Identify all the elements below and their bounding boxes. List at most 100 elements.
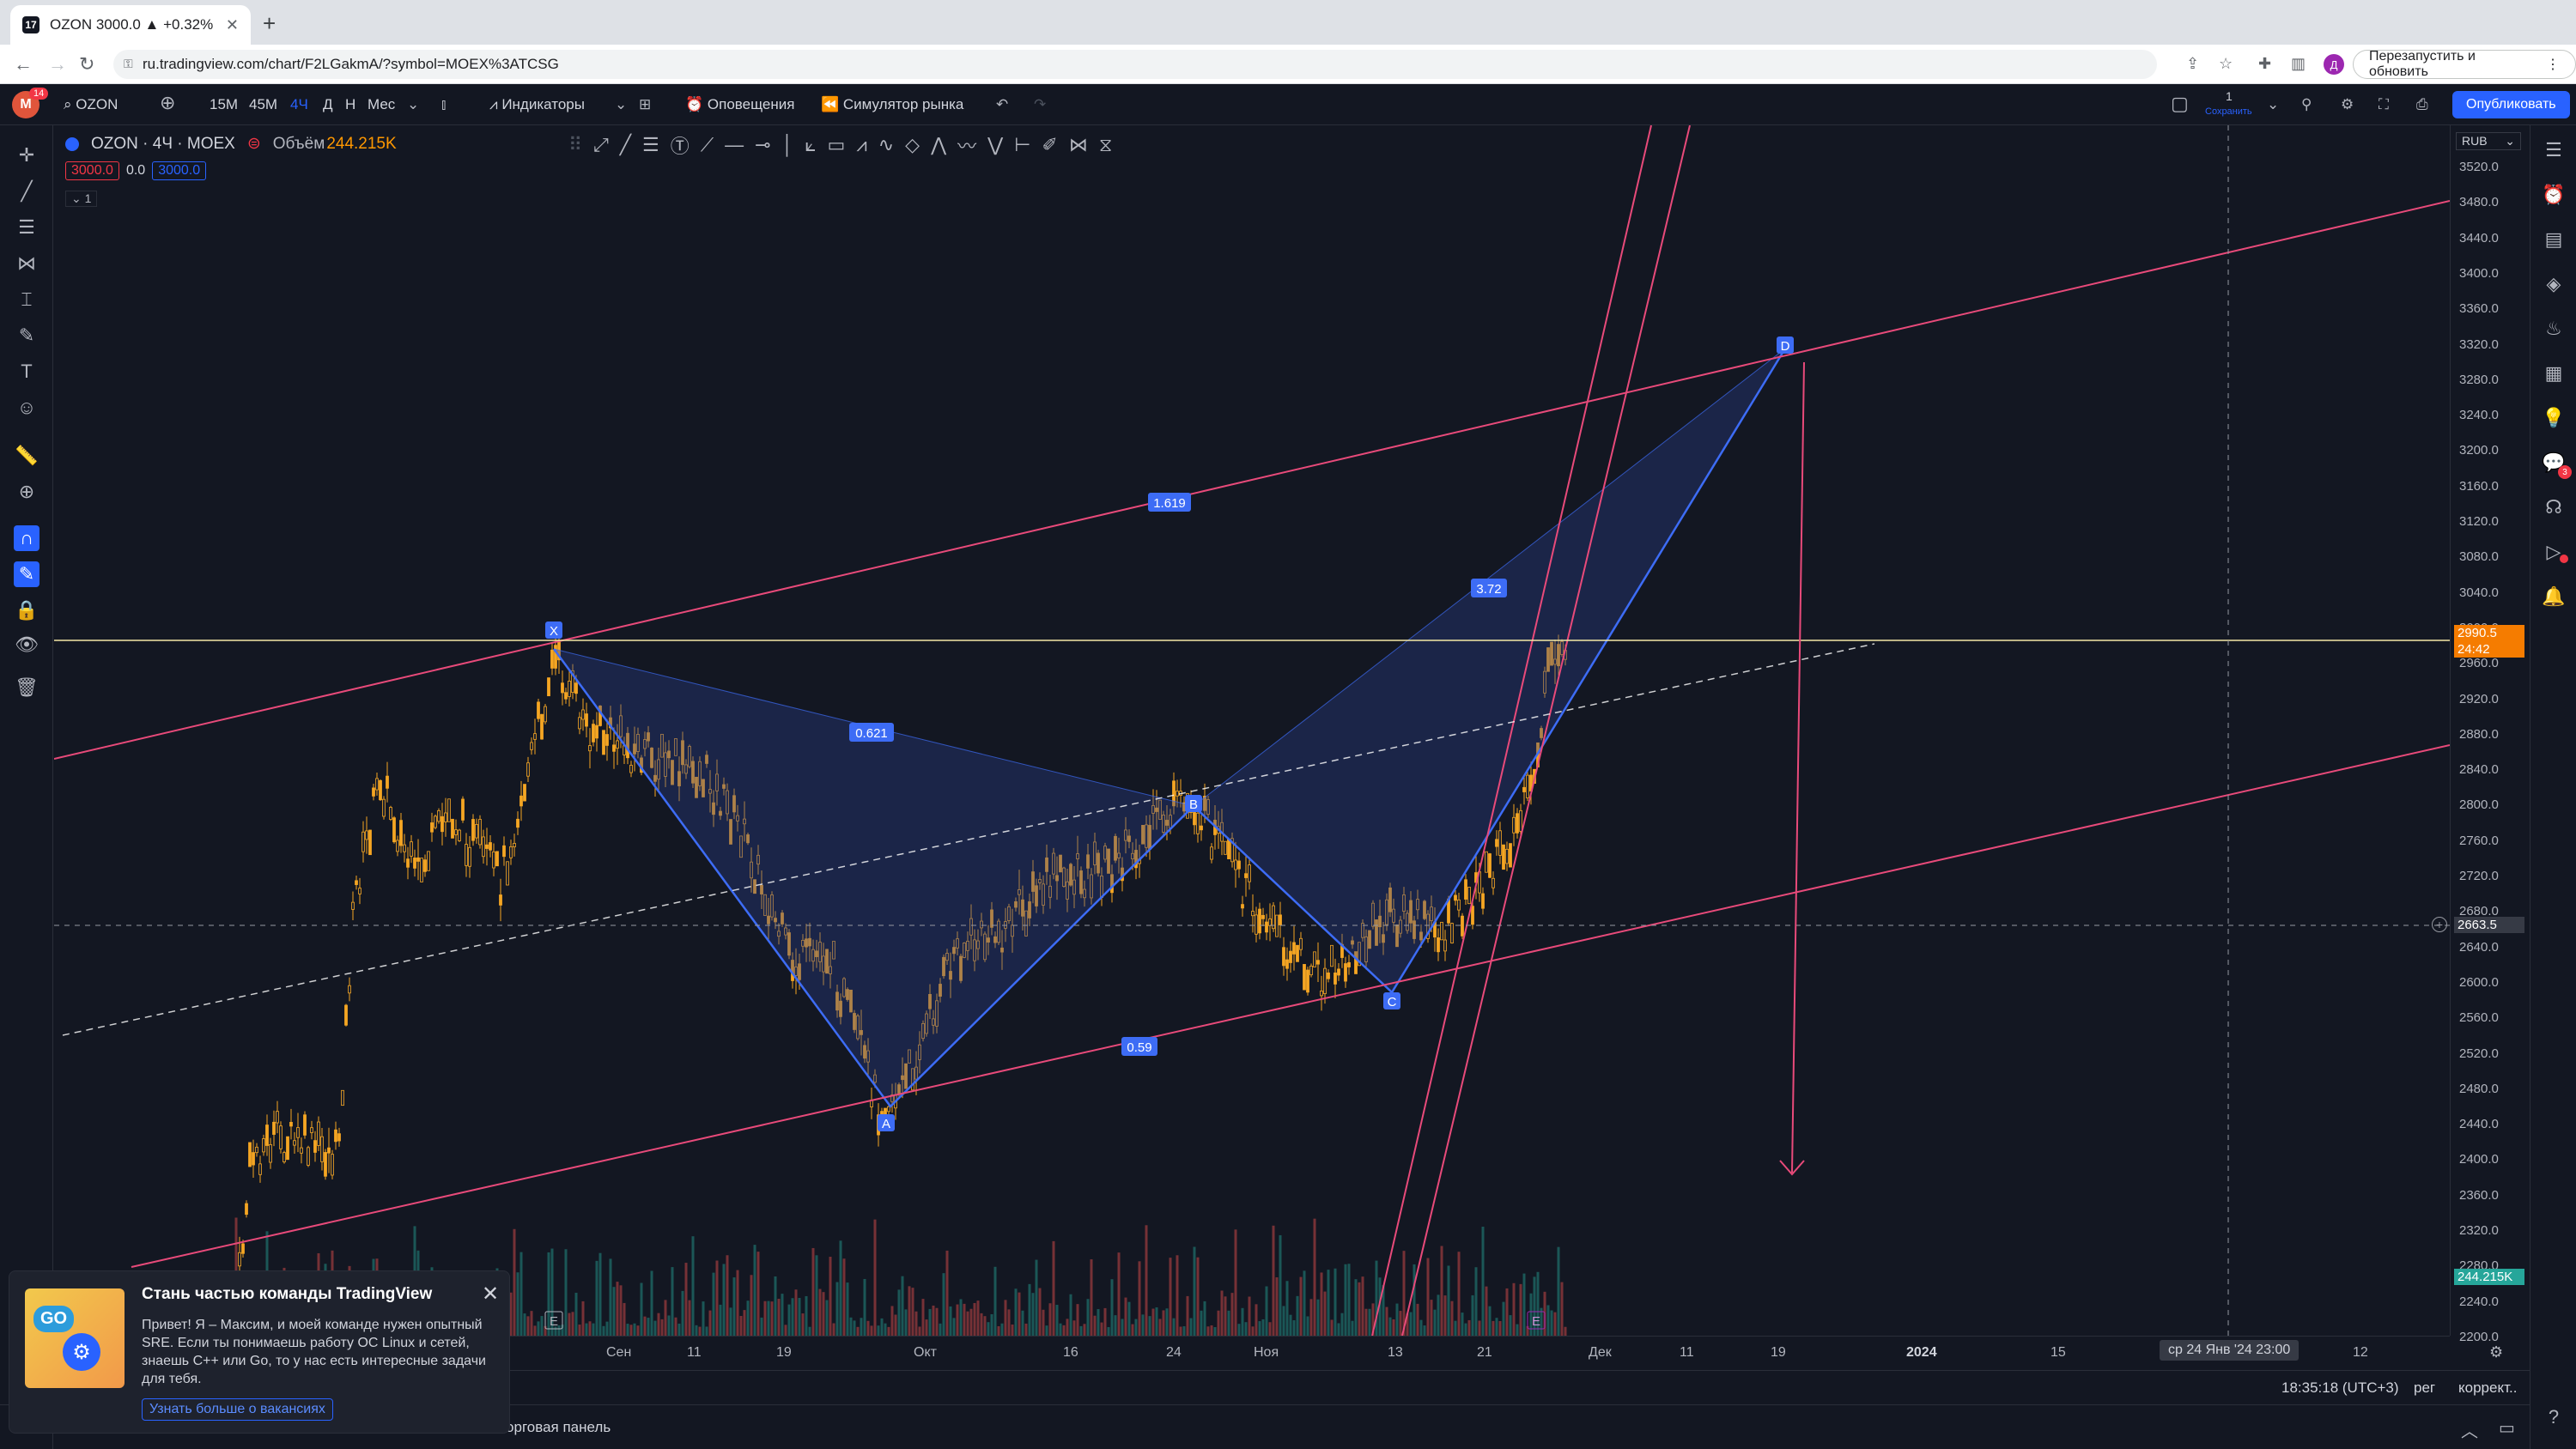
quick-search-icon[interactable]: ⚲ xyxy=(2301,96,2312,112)
trend-line-icon[interactable]: ╱ xyxy=(21,180,33,202)
brush-icon[interactable]: ✎ xyxy=(18,324,35,346)
watchlist-icon[interactable]: ☰ xyxy=(2545,139,2562,161)
url-field[interactable]: ⚿ ru.tradingview.com/chart/F2LGakmA/?sym… xyxy=(113,50,2157,79)
regular-session-toggle[interactable]: рег xyxy=(2414,1379,2436,1396)
sell-price[interactable]: 3000.0 xyxy=(65,161,119,180)
legend-title[interactable]: OZON · 4Ч · MOEX xyxy=(91,134,235,153)
interval-d[interactable]: Д xyxy=(323,96,333,112)
time-axis-settings-icon[interactable]: ⚙ xyxy=(2489,1343,2504,1361)
browser-tab[interactable]: 17 OZON 3000.0 ▲ +0.32% 1 ✕ xyxy=(10,5,251,45)
time-axis[interactable]: 22Сен1119Окт1624Ноя1321Дек1119202415Фев1… xyxy=(54,1336,2503,1370)
drag-handle-icon[interactable]: ⠿ xyxy=(568,134,583,155)
interval-4h[interactable]: 4Ч xyxy=(290,96,308,112)
ray-tool-icon[interactable]: ⟋ xyxy=(700,134,714,155)
brush-tool-icon[interactable]: ✐ xyxy=(1042,134,1058,155)
notifications-bell-icon[interactable]: 🔔 xyxy=(2542,585,2566,607)
clock[interactable]: 18:35:18 (UTC+3) xyxy=(2281,1379,2399,1396)
head-shoulders-icon[interactable]: ⋈ xyxy=(1068,134,1088,155)
line-tool-icon[interactable]: ╱ xyxy=(619,134,631,155)
text-tool-icon[interactable]: Ⓣ xyxy=(670,136,690,157)
candles-style-icon[interactable]: ⫾ xyxy=(441,96,447,112)
horizontal-ray-icon[interactable]: ⊸ xyxy=(755,134,771,155)
bookmark-star-icon[interactable]: ☆ xyxy=(2219,55,2233,72)
publish-button[interactable]: Опубликовать xyxy=(2452,91,2570,118)
vertical-line-icon[interactable]: │ xyxy=(781,134,794,155)
forward-icon[interactable]: → xyxy=(48,53,67,75)
price-chart[interactable]: X A B C D 1.619 3.72 0.621 0.59 E E xyxy=(54,125,2450,1336)
relaunch-button[interactable]: Перезапустить и обновить ⋮ xyxy=(2353,49,2576,79)
close-tab-icon[interactable]: ✕ xyxy=(225,15,239,33)
buy-price[interactable]: 3000.0 xyxy=(152,161,207,180)
layers-icon[interactable]: ◈ xyxy=(2546,273,2561,294)
rotated-rectangle-icon[interactable]: ◇ xyxy=(905,134,920,155)
patterns-icon[interactable]: ⋈ xyxy=(17,252,36,274)
hotlist-flame-icon[interactable]: ♨ xyxy=(2545,318,2562,339)
ideas-lightbulb-icon[interactable]: 💡 xyxy=(2542,407,2566,428)
undo-icon[interactable]: ↶ xyxy=(996,96,1009,112)
interval-m[interactable]: Мес xyxy=(368,96,396,112)
stay-in-drawing-mode-icon[interactable]: ✎ xyxy=(14,561,39,587)
crosshair-icon[interactable]: ✛ xyxy=(18,144,35,166)
currency-select[interactable]: RUB ⌄ xyxy=(2456,132,2521,150)
replay-button[interactable]: ⏪ Симулятор рынка xyxy=(821,96,963,113)
lock-icon[interactable]: 🔒 xyxy=(15,599,39,621)
more-menu-icon[interactable]: ⋮ xyxy=(2546,58,2560,72)
symbol-search-button[interactable]: ⌕ OZON xyxy=(64,96,118,113)
share-icon[interactable]: ⇪ xyxy=(2186,55,2200,72)
interval-15m[interactable]: 15M xyxy=(210,96,239,112)
close-icon[interactable]: ✕ xyxy=(482,1282,500,1306)
trading-panel-tab[interactable]: Торговая панель xyxy=(498,1419,611,1435)
abcd-pattern-icon[interactable]: ⋁ xyxy=(987,134,1004,155)
calendar-icon[interactable]: ▦ xyxy=(2544,362,2563,384)
stream-play-icon[interactable]: ▷ xyxy=(2546,541,2561,562)
zoom-in-icon[interactable]: ⊕ xyxy=(18,481,35,502)
fib-retracement-icon[interactable]: ☰ xyxy=(18,216,35,238)
camera-icon[interactable]: ⎙ xyxy=(2416,96,2428,112)
chevron-down-icon[interactable]: ⌄ xyxy=(407,96,420,112)
maximize-panel-icon[interactable]: ▭ xyxy=(2499,1419,2515,1438)
site-info-icon[interactable]: ⚿ xyxy=(124,57,133,70)
polyline-icon[interactable]: ⩘ xyxy=(856,134,867,155)
object-tree-icon[interactable]: ▤ xyxy=(2544,228,2563,250)
elliott-wave-icon[interactable]: 〰 xyxy=(957,136,977,157)
rectangle-icon[interactable]: ▭ xyxy=(827,134,846,155)
interval-45m[interactable]: 45M xyxy=(249,96,278,112)
magnet-icon[interactable]: ∩ xyxy=(14,525,39,551)
price-axis[interactable]: RUB ⌄ 3520.0 3480.0 3440.0 3400.0 3360.0 3320… xyxy=(2450,125,2530,1344)
eye-icon[interactable]: 👁 xyxy=(15,634,39,655)
compare-add-icon[interactable]: ⊕ xyxy=(160,92,176,113)
support-headset-icon[interactable]: ☊ xyxy=(2545,496,2562,518)
triangle-pattern-icon[interactable]: ⧖ xyxy=(1098,134,1113,155)
ruler-icon[interactable]: 📏 xyxy=(15,445,39,466)
indicators-button[interactable]: ⩘ Индикаторы xyxy=(489,96,585,113)
parallel-channel-icon[interactable]: ☰ xyxy=(641,134,659,155)
settings-gear-icon[interactable]: ⚙ xyxy=(2341,96,2354,112)
horizontal-line-icon[interactable]: — xyxy=(725,134,744,155)
extensions-icon[interactable]: ✚ xyxy=(2258,55,2272,72)
templates-grid-icon[interactable]: ⊞ xyxy=(639,96,652,112)
help-icon[interactable]: ? xyxy=(2548,1406,2560,1428)
fullscreen-icon[interactable]: ⛶ xyxy=(2379,96,2389,112)
text-icon[interactable]: T xyxy=(21,361,33,382)
reload-icon[interactable]: ↻ xyxy=(79,53,95,75)
curve-icon[interactable]: ∿ xyxy=(878,134,895,155)
chevron-up-icon[interactable]: ︿ xyxy=(2461,1422,2478,1441)
trash-icon[interactable]: 🗑 xyxy=(15,676,39,698)
learn-more-button[interactable]: Узнать больше о вакансиях xyxy=(142,1398,333,1421)
alerts-button[interactable]: ⏰ Оповещения xyxy=(685,96,794,113)
cursor-tool-icon[interactable]: ⤢ xyxy=(593,134,609,155)
chevron-down-icon[interactable]: ⌄ xyxy=(615,96,628,112)
emoji-icon[interactable]: ☺ xyxy=(16,397,37,418)
interval-w[interactable]: Н xyxy=(345,96,356,112)
collapse-legend-button[interactable]: ⌄ 1 xyxy=(65,191,98,207)
layout-icon[interactable]: ▢ xyxy=(2171,93,2189,114)
sidepanel-icon[interactable]: ▥ xyxy=(2291,55,2306,72)
chevron-down-icon[interactable]: ⌄ xyxy=(2267,96,2280,112)
back-icon[interactable]: ← xyxy=(14,53,33,75)
forecast-icon[interactable]: ⌶ xyxy=(21,288,33,310)
path-icon[interactable]: ⟀ xyxy=(805,134,817,155)
redo-icon[interactable]: ↷ xyxy=(1034,96,1047,112)
adjustment-toggle[interactable]: коррект.. xyxy=(2458,1379,2518,1396)
save-button[interactable]: Сохранить xyxy=(2205,106,2252,117)
profile-avatar[interactable]: Д xyxy=(2324,54,2344,75)
